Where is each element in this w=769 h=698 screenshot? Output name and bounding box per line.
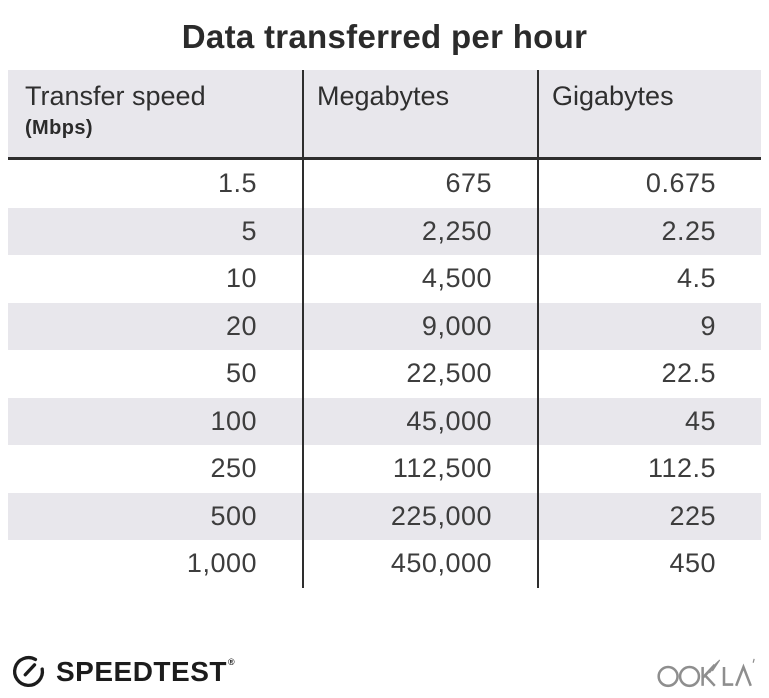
table-header-row: Transfer speed (Mbps) Megabytes Gigabyte…: [8, 70, 761, 160]
table-row: 100 45,000 45: [8, 397, 761, 445]
table-cell: 5: [241, 215, 257, 246]
footer: SPEEDTEST ®: [10, 653, 757, 690]
table-row: 1.5 675 0.675: [8, 160, 761, 208]
table-row: 50 22,500 22.5: [8, 350, 761, 398]
table-cell: 9,000: [302, 302, 537, 350]
table-cell: 45,000: [302, 397, 537, 445]
table-cell: 2,250: [302, 207, 537, 255]
table-row: 20 9,000 9: [8, 302, 761, 350]
table-cell: 2.25: [537, 207, 761, 255]
column-header-transfer-speed-label: Transfer speed: [25, 81, 206, 111]
table-row: 5 2,250 2.25: [8, 207, 761, 255]
table-cell: 450: [537, 540, 761, 588]
column-header-megabytes: Megabytes: [302, 70, 537, 157]
table-cell: 500: [210, 500, 257, 531]
page-title: Data transferred per hour: [181, 18, 588, 55]
table-cell: 112.5: [537, 445, 761, 493]
table-cell: 9: [537, 302, 761, 350]
table-cell: 1,000: [186, 548, 257, 579]
table-cell: 0.675: [537, 160, 761, 208]
table-cell: 675: [302, 160, 537, 208]
table-cell: 20: [225, 310, 257, 341]
registered-trademark-icon: ®: [227, 657, 235, 667]
column-header-transfer-speed: Transfer speed (Mbps): [8, 70, 302, 157]
table-body: 1.5 675 0.675 5 2,250 2.25 10 4,500 4.5 20 9,000 9 5…: [8, 160, 761, 588]
ookla-logo: [657, 655, 757, 690]
data-table: Transfer speed (Mbps) Megabytes Gigabyte…: [8, 70, 761, 588]
table-row: 500 225,000 225: [8, 492, 761, 540]
table-cell: 45: [537, 397, 761, 445]
speedtest-logo: SPEEDTEST ®: [10, 653, 235, 690]
table-cell: 100: [210, 405, 257, 436]
table-cell: 4,500: [302, 255, 537, 303]
table-cell: 1.5: [217, 168, 257, 199]
table-cell: 10: [225, 263, 257, 294]
ookla-wordmark-icon: [657, 658, 755, 688]
table-cell: 112,500: [302, 445, 537, 493]
table-row: 1,000 450,000 450: [8, 540, 761, 588]
table-row: 250 112,500 112.5: [8, 445, 761, 493]
speedtest-wordmark: SPEEDTEST: [56, 655, 227, 687]
table-cell: 225,000: [302, 492, 537, 540]
table-cell: 22,500: [302, 350, 537, 398]
table-row: 10 4,500 4.5: [8, 255, 761, 303]
column-header-transfer-speed-unit: (Mbps): [25, 117, 93, 140]
table-cell: 225: [537, 492, 761, 540]
speedtest-gauge-icon: [13, 656, 45, 688]
table-cell: 250: [210, 453, 257, 484]
table-cell: 450,000: [302, 540, 537, 588]
table-cell: 50: [225, 358, 257, 389]
table-cell: 22.5: [537, 350, 761, 398]
column-header-gigabytes: Gigabytes: [537, 70, 761, 157]
table-cell: 4.5: [537, 255, 761, 303]
